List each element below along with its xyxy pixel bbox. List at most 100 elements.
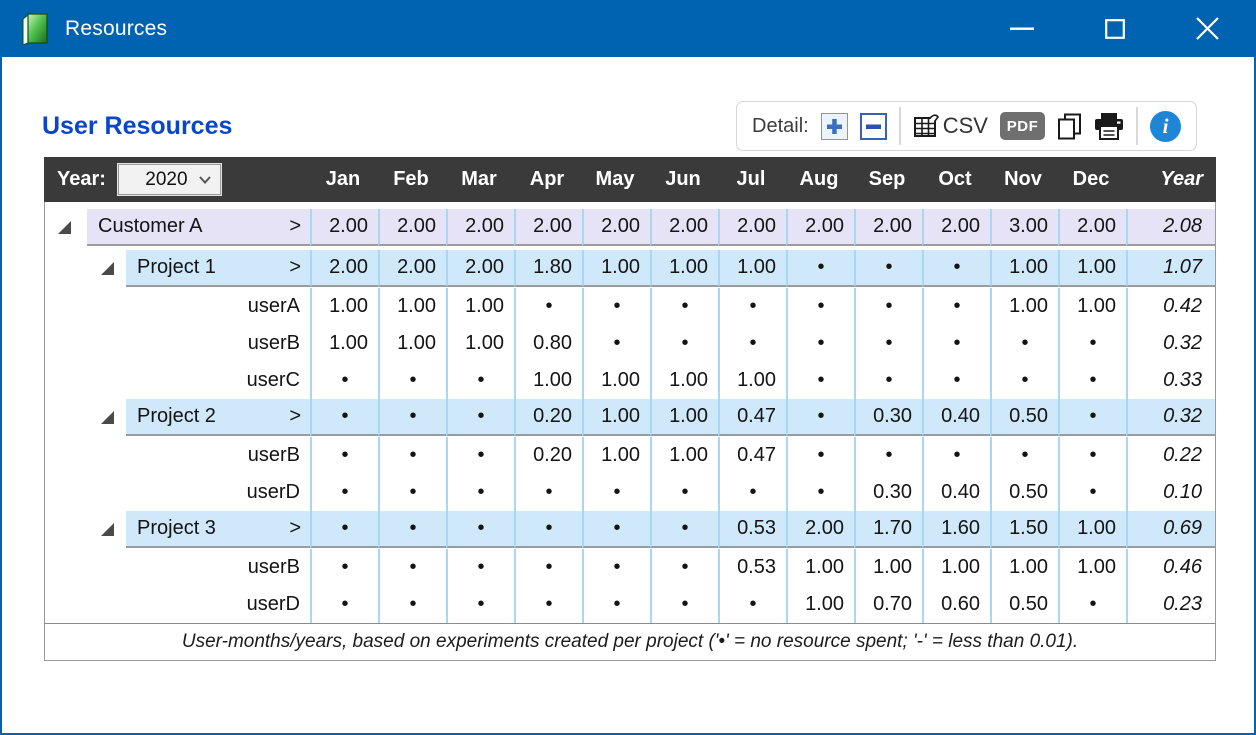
value-cell: •: [650, 474, 718, 511]
collapse-toggle[interactable]: [58, 209, 71, 246]
drilldown-link[interactable]: >: [289, 256, 301, 278]
indent-spacer: [45, 209, 58, 246]
value-cell: •: [650, 586, 718, 623]
detail-decrease-button[interactable]: [859, 112, 887, 140]
column-header: Feb: [393, 168, 429, 190]
user-label: userB: [247, 444, 300, 466]
group-label-cell: Project 2 >: [126, 399, 310, 436]
group-label-cell: Project 1 >: [126, 250, 310, 287]
value-cell: 0.70: [854, 586, 922, 623]
drilldown-link[interactable]: >: [289, 517, 301, 539]
column-header: Aug: [799, 168, 839, 190]
expanded-triangle-icon: [101, 411, 114, 424]
copy-button[interactable]: [1057, 113, 1082, 140]
minimize-button[interactable]: [975, 0, 1068, 57]
value-cell: 1.00: [786, 549, 854, 586]
value-cell: •: [446, 399, 514, 436]
toolbar-separator: [1136, 107, 1138, 145]
value-cell: 2.00: [378, 209, 446, 246]
value-cell: 1.00: [378, 288, 446, 325]
value-cell: •: [514, 586, 582, 623]
column-header: Jun: [665, 168, 701, 190]
value-cell: 1.00: [1058, 250, 1126, 287]
csv-label: CSV: [942, 113, 988, 138]
minimize-icon: [1009, 27, 1034, 30]
value-cell: 2.00: [378, 250, 446, 287]
value-cell: •: [650, 511, 718, 548]
year-select[interactable]: 2020: [117, 164, 221, 195]
value-cell: •: [718, 288, 786, 325]
user-label: userB: [247, 332, 300, 354]
value-cell: 2.00: [1058, 209, 1126, 246]
print-button[interactable]: [1094, 112, 1124, 140]
expanded-triangle-icon: [58, 221, 71, 234]
value-cell: 1.00: [990, 549, 1058, 586]
drilldown-link[interactable]: >: [289, 215, 301, 237]
column-header: Jan: [325, 168, 361, 190]
value-cell: •: [582, 511, 650, 548]
value-cell: 0.80: [514, 325, 582, 362]
maximize-button[interactable]: [1068, 0, 1161, 57]
value-cell: 1.70: [854, 511, 922, 548]
value-cell: •: [650, 325, 718, 362]
value-cell: •: [786, 288, 854, 325]
value-cell: 2.00: [786, 209, 854, 246]
value-cell: 0.50: [990, 474, 1058, 511]
value-cell: 2.00: [650, 209, 718, 246]
table-header: Year: 2020 Jan Feb Mar Apr May Jun Jul Aug Sep Oc…: [44, 157, 1216, 202]
collapse-toggle[interactable]: [101, 511, 114, 548]
value-cell: •: [786, 399, 854, 436]
value-cell: •: [514, 511, 582, 548]
year-select-value: 2020: [145, 168, 188, 190]
indent-spacer: [45, 250, 101, 287]
column-header: Dec: [1072, 168, 1110, 190]
row-label-area: Project 2 >: [45, 399, 310, 436]
value-cell: •: [378, 399, 446, 436]
project-row: Project 3 > • • • • • • 0.53 2.00 1.70 1.60 1.50 1.00…: [45, 511, 1215, 548]
customer-name: Customer A: [98, 215, 203, 237]
group-label-cell: Project 3 >: [126, 511, 310, 548]
printer-icon: [1095, 112, 1123, 140]
detail-increase-button[interactable]: [820, 112, 848, 140]
value-cell: 1.00: [446, 325, 514, 362]
value-cell: 1.00: [446, 288, 514, 325]
value-cell: •: [378, 474, 446, 511]
value-cell: •: [446, 474, 514, 511]
expanded-triangle-icon: [101, 523, 114, 536]
expanded-triangle-icon: [101, 262, 114, 275]
project-name: Project 1: [137, 256, 216, 278]
collapse-toggle[interactable]: [101, 399, 114, 436]
value-cell: •: [310, 474, 378, 511]
value-cell: •: [378, 437, 446, 474]
value-cell: 0.60: [922, 586, 990, 623]
pdf-export-button[interactable]: PDF: [1000, 112, 1045, 140]
year-value-cell: 0.22: [1126, 437, 1215, 474]
value-cell: 0.50: [990, 586, 1058, 623]
value-cell: •: [854, 250, 922, 287]
value-cell: •: [1058, 399, 1126, 436]
plus-icon: [820, 112, 848, 140]
value-cell: •: [310, 549, 378, 586]
row-label-area: userC: [45, 362, 310, 399]
value-cell: •: [1058, 362, 1126, 399]
value-cell: •: [718, 586, 786, 623]
chevron-down-icon: [199, 175, 211, 184]
value-cell: 1.00: [650, 437, 718, 474]
row-label-area: userD: [45, 474, 310, 511]
value-cell: •: [378, 586, 446, 623]
csv-export-button[interactable]: CSV: [913, 113, 988, 139]
info-button[interactable]: i: [1150, 110, 1181, 142]
value-cell: 1.00: [718, 250, 786, 287]
value-cell: •: [310, 586, 378, 623]
value-cell: •: [650, 549, 718, 586]
value-cell: •: [514, 474, 582, 511]
user-row: userB • • • 0.20 1.00 1.00 0.47 • • • • • 0.22: [45, 437, 1215, 474]
close-button[interactable]: [1161, 0, 1254, 57]
copy-icon: [1058, 113, 1081, 139]
value-cell: 0.53: [718, 549, 786, 586]
value-cell: •: [310, 399, 378, 436]
collapse-toggle[interactable]: [101, 250, 114, 287]
value-cell: 3.00: [990, 209, 1058, 246]
drilldown-link[interactable]: >: [289, 405, 301, 427]
